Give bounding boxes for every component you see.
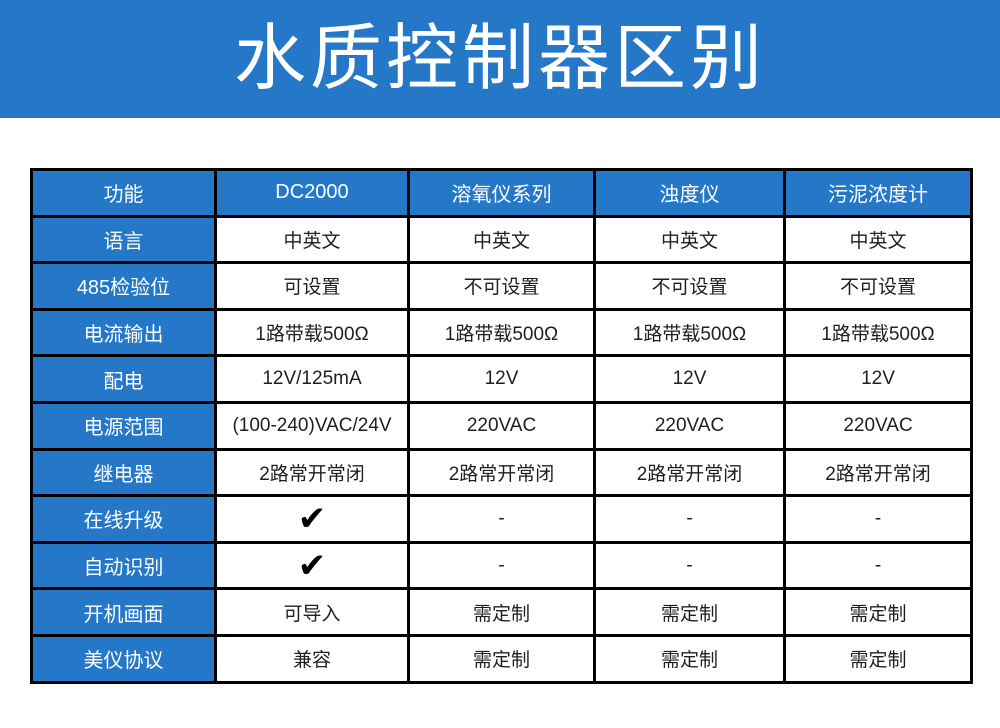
table-body: 语言 中英文 中英文 中英文 中英文 485检验位 可设置 不可设置 不可设置 不可设置 电流输出 1… — [30, 214, 973, 684]
cell-value: 可导入 — [214, 587, 410, 637]
product-column-header: 污泥浓度计 — [783, 168, 973, 218]
cell-value: 需定制 — [593, 587, 786, 637]
table-row: 美仪协议 兼容 需定制 需定制 需定制 — [30, 633, 973, 684]
cell-value: 12V — [593, 354, 786, 404]
row-label: 电源范围 — [30, 400, 217, 451]
cell-value: 220VAC — [407, 400, 596, 451]
table-row: 开机画面 可导入 需定制 需定制 需定制 — [30, 587, 973, 637]
cell-value: 兼容 — [214, 633, 410, 684]
table-row: 语言 中英文 中英文 中英文 中英文 — [30, 214, 973, 265]
header-row: 功能 DC2000 溶氧仪系列 浊度仪 污泥浓度计 — [30, 168, 973, 218]
cell-value: 2路常开常闭 — [593, 447, 786, 498]
cell-value: 中英文 — [214, 214, 410, 265]
cell-value: - — [783, 494, 973, 544]
check-mark-icon: ✔ — [214, 540, 410, 591]
cell-value: 需定制 — [783, 587, 973, 637]
cell-value: 不可设置 — [593, 261, 786, 311]
cell-value: 中英文 — [407, 214, 596, 265]
cell-value: 220VAC — [593, 400, 786, 451]
cell-value: 可设置 — [214, 261, 410, 311]
table-row: 在线升级 ✔ - - - — [30, 494, 973, 544]
product-column-header: DC2000 — [214, 168, 410, 218]
cell-value: - — [407, 494, 596, 544]
cell-value: 需定制 — [407, 633, 596, 684]
title-banner: 水质控制器区别 — [0, 0, 1000, 118]
page-title: 水质控制器区别 — [233, 19, 766, 99]
cell-value: - — [593, 540, 786, 591]
row-label: 开机画面 — [30, 587, 217, 637]
product-column-header: 溶氧仪系列 — [407, 168, 596, 218]
table-row: 配电 12V/125mA 12V 12V 12V — [30, 354, 973, 404]
cell-value: 2路常开常闭 — [407, 447, 596, 498]
row-label: 自动识别 — [30, 540, 217, 591]
row-label: 485检验位 — [30, 261, 217, 311]
cell-value: 12V — [783, 354, 973, 404]
cell-value: 1路带载500Ω — [783, 307, 973, 358]
cell-value: 不可设置 — [783, 261, 973, 311]
table-row: 电流输出 1路带载500Ω 1路带载500Ω 1路带载500Ω 1路带载500Ω — [30, 307, 973, 358]
cell-value: (100-240)VAC/24V — [214, 400, 410, 451]
cell-value: 不可设置 — [407, 261, 596, 311]
comparison-table: 功能 DC2000 溶氧仪系列 浊度仪 污泥浓度计 语言 中英文 中英文 中英文 中英文 485检… — [30, 168, 973, 684]
cell-value: 1路带载500Ω — [407, 307, 596, 358]
feature-column-header: 功能 — [30, 168, 217, 218]
cell-value: 2路常开常闭 — [783, 447, 973, 498]
cell-value: 中英文 — [593, 214, 786, 265]
cell-value: 1路带载500Ω — [593, 307, 786, 358]
cell-value: - — [593, 494, 786, 544]
row-label: 继电器 — [30, 447, 217, 498]
row-label: 配电 — [30, 354, 217, 404]
cell-value: 2路常开常闭 — [214, 447, 410, 498]
row-label: 美仪协议 — [30, 633, 217, 684]
table-row: 电源范围 (100-240)VAC/24V 220VAC 220VAC 220VAC — [30, 400, 973, 451]
cell-value: 12V — [407, 354, 596, 404]
table-row: 485检验位 可设置 不可设置 不可设置 不可设置 — [30, 261, 973, 311]
cell-value: 需定制 — [593, 633, 786, 684]
row-label: 在线升级 — [30, 494, 217, 544]
table-header: 功能 DC2000 溶氧仪系列 浊度仪 污泥浓度计 — [30, 168, 973, 218]
cell-value: 220VAC — [783, 400, 973, 451]
product-column-header: 浊度仪 — [593, 168, 786, 218]
table-row: 继电器 2路常开常闭 2路常开常闭 2路常开常闭 2路常开常闭 — [30, 447, 973, 498]
table-row: 自动识别 ✔ - - - — [30, 540, 973, 591]
cell-value: 中英文 — [783, 214, 973, 265]
check-mark-icon: ✔ — [214, 494, 410, 544]
cell-value: - — [783, 540, 973, 591]
cell-value: 需定制 — [407, 587, 596, 637]
cell-value: 12V/125mA — [214, 354, 410, 404]
row-label: 电流输出 — [30, 307, 217, 358]
cell-value: 需定制 — [783, 633, 973, 684]
cell-value: 1路带载500Ω — [214, 307, 410, 358]
cell-value: - — [407, 540, 596, 591]
row-label: 语言 — [30, 214, 217, 265]
